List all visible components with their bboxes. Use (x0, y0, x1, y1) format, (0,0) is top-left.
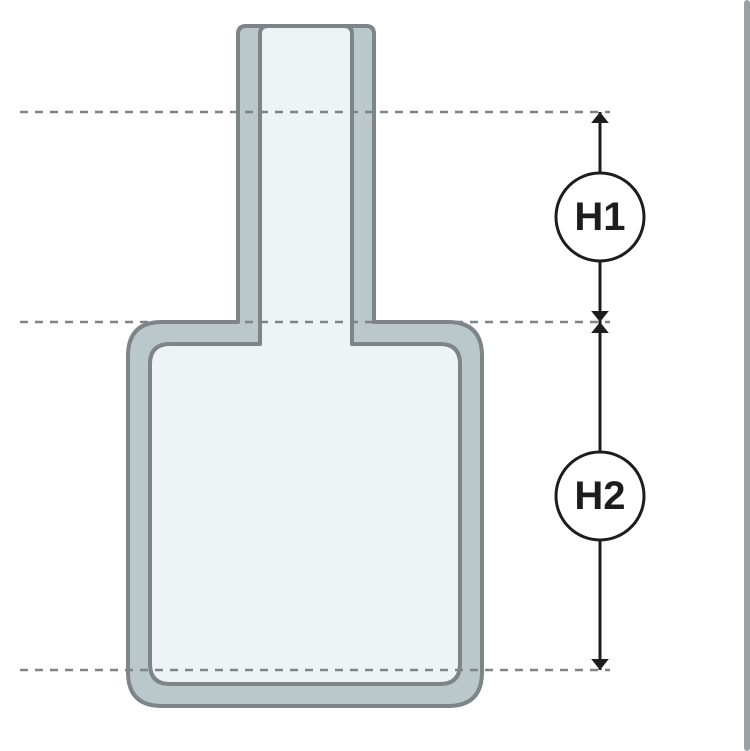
scrollbar (744, 0, 750, 751)
h1-label: H1 (574, 195, 625, 239)
h2-label: H2 (574, 474, 625, 518)
